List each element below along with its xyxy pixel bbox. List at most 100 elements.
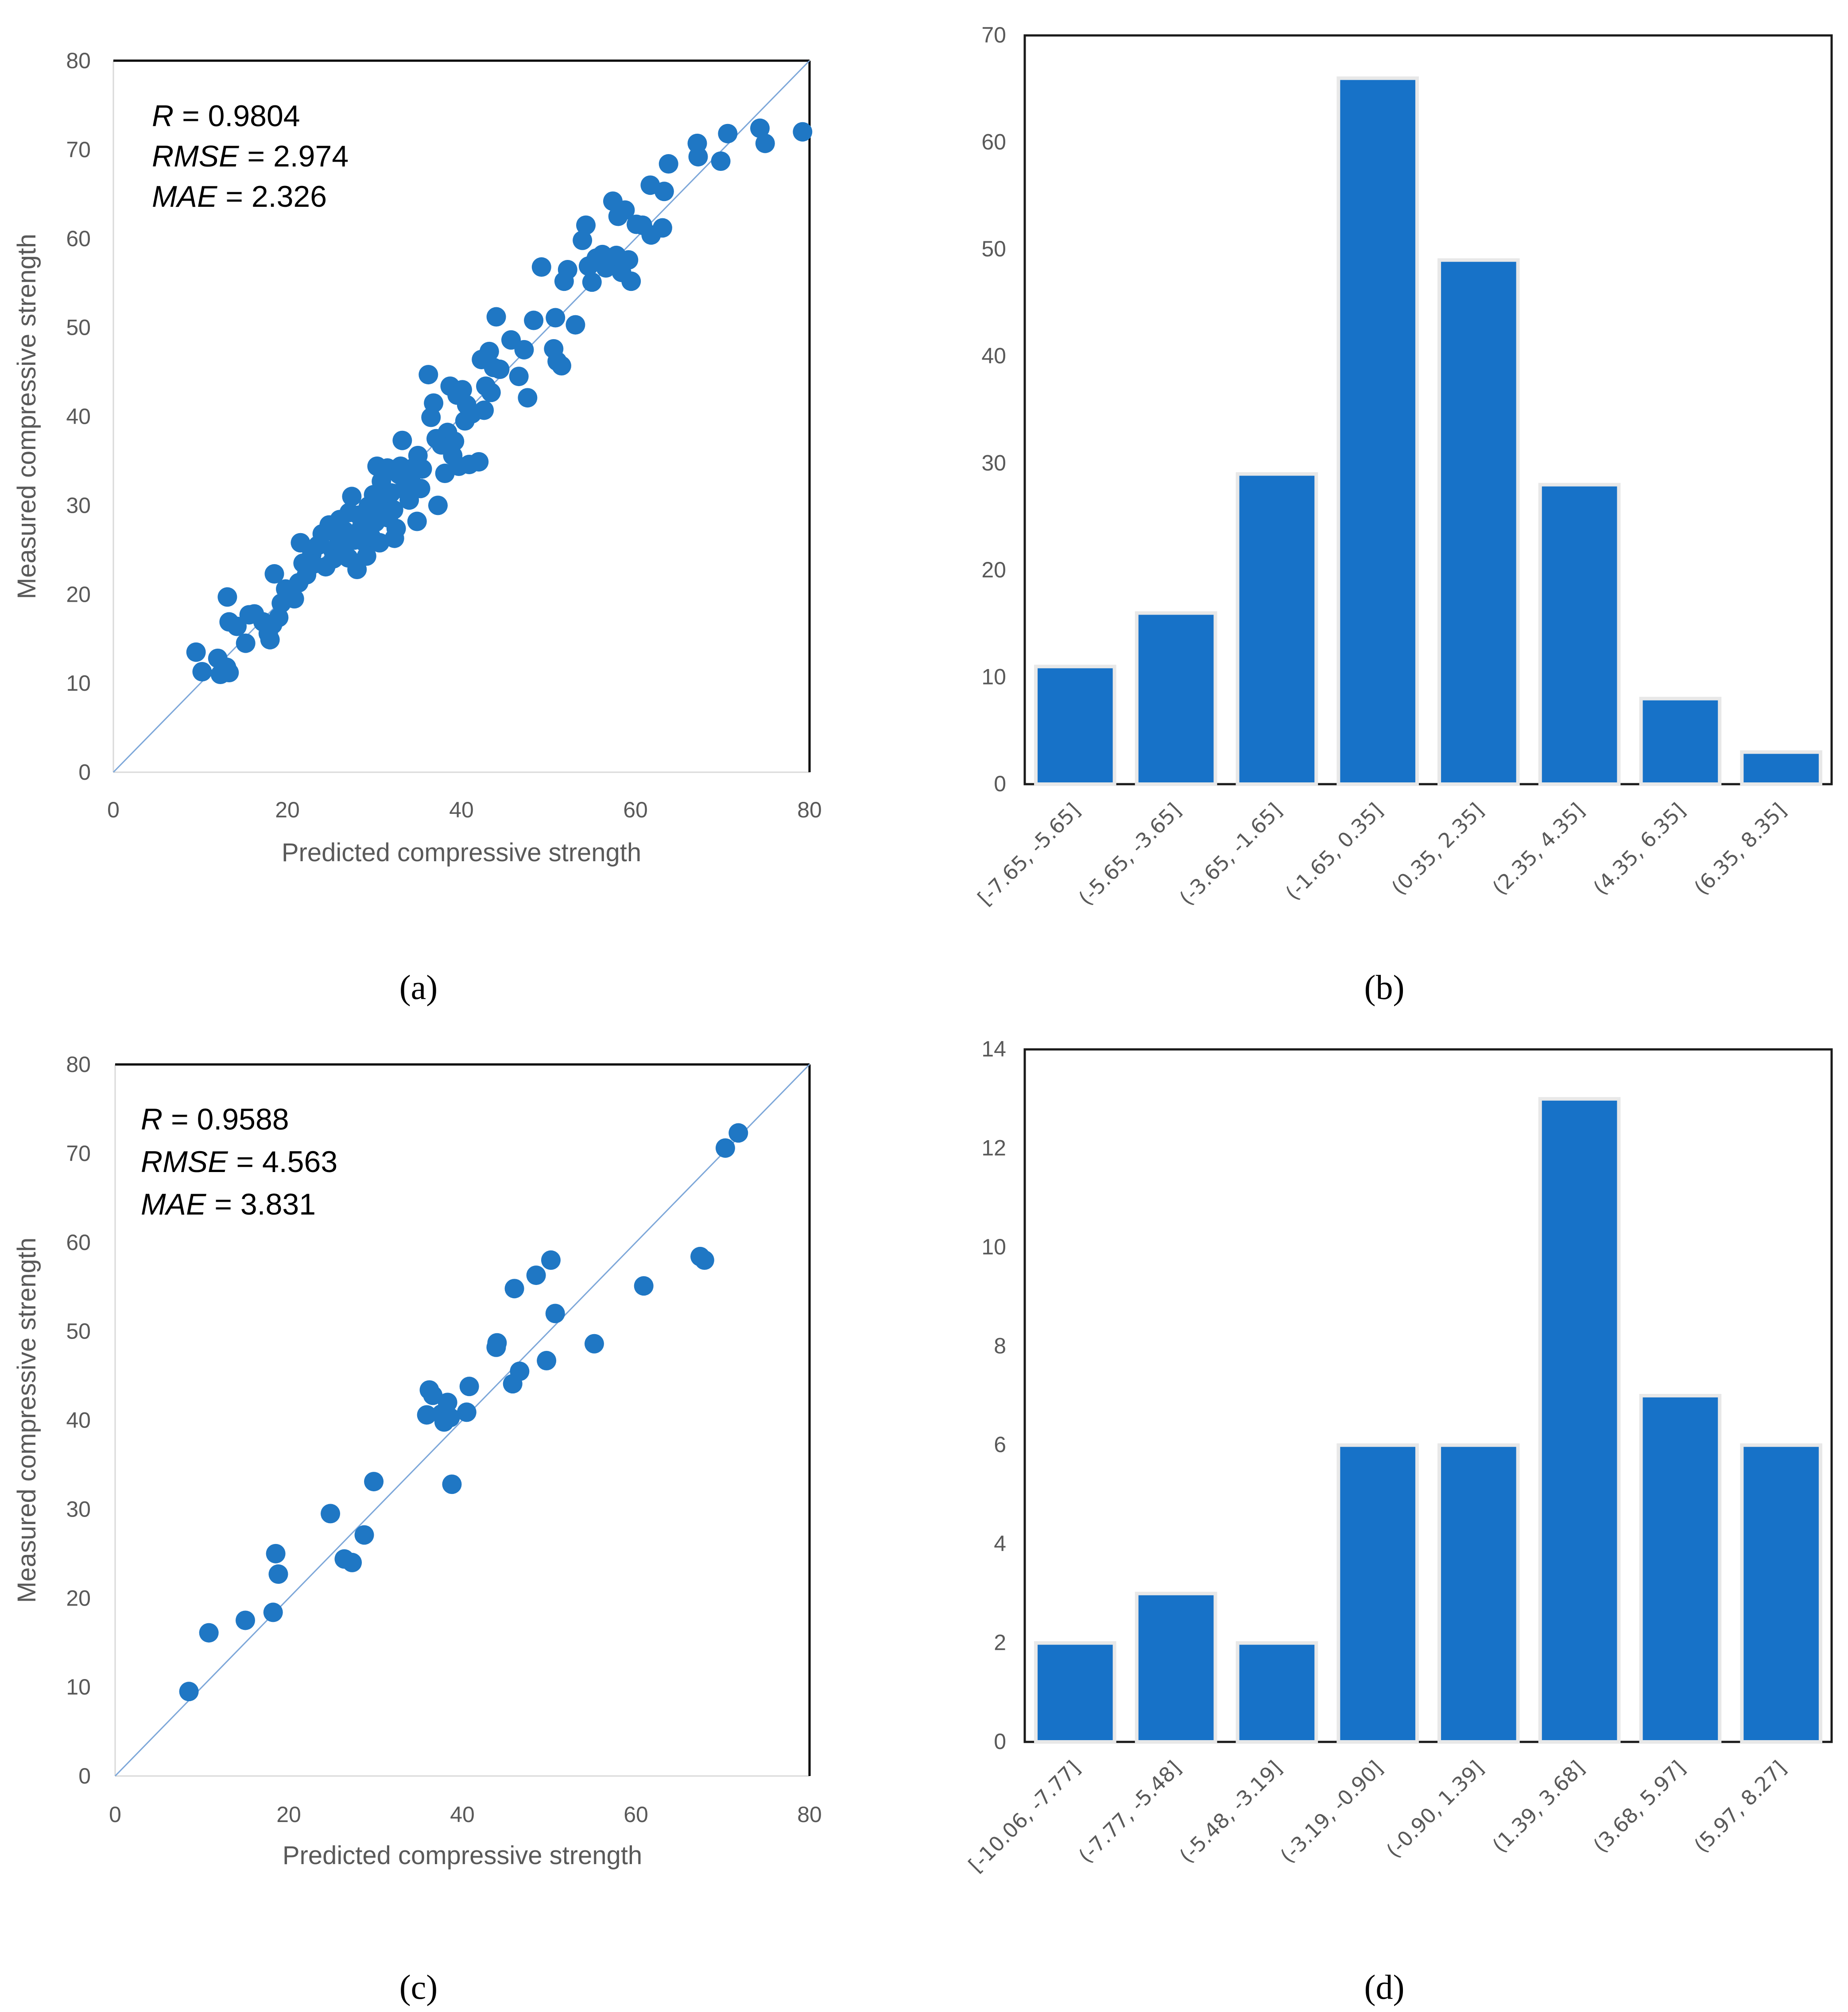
y-tick-label: 6 (994, 1432, 1006, 1457)
category-label: (-7.77, -5.48] (1074, 1756, 1186, 1868)
y-axis-label: Measured compressive strength (12, 1238, 41, 1603)
histogram-bar (1034, 665, 1116, 786)
stat-value: = 0.9588 (163, 1103, 289, 1136)
x-tick-label: 60 (624, 1802, 648, 1827)
y-tick-label: 20 (66, 582, 91, 607)
data-point (619, 250, 639, 270)
category-label: (-0.90, 1.39] (1382, 1756, 1488, 1863)
data-point (545, 1304, 565, 1323)
data-point (546, 308, 566, 328)
stat-value: = 4.563 (228, 1145, 337, 1179)
y-tick-label: 20 (66, 1586, 91, 1610)
data-point (354, 1525, 374, 1545)
data-point (514, 340, 534, 360)
stat-value: = 2.974 (239, 139, 349, 173)
data-point (186, 642, 206, 662)
category-label: [-10.06, -7.77] (964, 1756, 1085, 1877)
y-axis-label: Measured compressive strength (12, 234, 41, 599)
data-point (504, 1279, 524, 1299)
data-point (423, 1385, 443, 1405)
data-point (263, 1602, 283, 1622)
histogram-bar (1337, 76, 1419, 786)
category-label: (-5.48, -3.19] (1175, 1756, 1287, 1868)
y-tick-label: 30 (66, 1497, 91, 1521)
data-point (321, 1504, 341, 1524)
category-label: (-3.19, -0.90] (1275, 1756, 1387, 1868)
y-tick-label: 80 (66, 48, 91, 73)
data-point (621, 271, 641, 291)
y-tick-label: 80 (66, 1052, 91, 1077)
x-axis-label: Predicted compressive strength (282, 838, 641, 867)
data-point (219, 663, 239, 683)
histogram-bar (1639, 1394, 1722, 1744)
data-point (541, 1250, 561, 1270)
y-tick-label: 20 (981, 557, 1006, 582)
data-point (509, 367, 529, 387)
histogram-bar (1337, 1443, 1419, 1744)
data-point (487, 1333, 507, 1353)
x-tick-label: 20 (276, 1802, 301, 1827)
data-point (584, 1334, 604, 1354)
panel-b: 0 10 20 30 40 50 60 70 [-7.65, -5.65](-5.65, -3.… (973, 23, 1833, 910)
category-label: (0.35, 2.35] (1387, 798, 1488, 900)
histogram-bar (1740, 750, 1822, 786)
y-tick-label: 50 (981, 236, 1006, 261)
data-point (411, 479, 430, 499)
histogram-bar (1740, 1443, 1822, 1744)
y-tick-label: 50 (66, 315, 91, 340)
data-point (356, 546, 376, 566)
data-point (490, 360, 510, 379)
data-point (518, 388, 538, 408)
y-tick-label: 60 (66, 1230, 91, 1255)
data-point (486, 307, 506, 327)
panel-label-d: (d) (1364, 1968, 1405, 2006)
data-point (217, 587, 237, 607)
y-tick-label: 60 (66, 226, 91, 251)
data-point (392, 430, 412, 450)
histogram-bar (1437, 258, 1520, 786)
y-tick-label: 10 (981, 664, 1006, 689)
y-tick-label: 2 (994, 1630, 1006, 1655)
data-point (551, 356, 571, 376)
y-tick-label: 70 (66, 137, 91, 162)
stat-value: = 0.9804 (174, 99, 300, 133)
y-tick-label: 0 (78, 760, 91, 785)
stat-value: = 3.831 (206, 1188, 316, 1221)
stat-rmse: RMSE = 4.563 (141, 1145, 337, 1179)
panel-label-a: (a) (399, 968, 438, 1006)
panel-label-c: (c) (399, 1968, 438, 2006)
data-point (236, 633, 256, 653)
x-tick-label: 40 (450, 1802, 475, 1827)
stat-name: R (152, 99, 174, 133)
histogram-bar (1135, 611, 1217, 786)
data-point (452, 380, 472, 400)
category-label: (-3.65, -1.65] (1175, 798, 1287, 910)
data-point (793, 122, 813, 142)
data-point (179, 1682, 199, 1702)
data-point (428, 495, 448, 515)
stat-name: RMSE (152, 139, 239, 173)
data-point (384, 500, 403, 520)
data-point (715, 1138, 735, 1158)
category-label: (2.35, 4.35] (1488, 798, 1589, 900)
y-tick-label: 0 (78, 1764, 91, 1788)
data-point (582, 272, 602, 292)
data-point (417, 1405, 437, 1425)
x-tick-label: 80 (797, 1802, 822, 1827)
y-tick-label: 10 (981, 1234, 1006, 1259)
stat-r: R = 0.9588 (141, 1103, 289, 1136)
y-tick-label: 8 (994, 1333, 1006, 1358)
data-point (364, 1472, 384, 1492)
data-point (659, 154, 678, 174)
histogram-bar (1034, 1641, 1116, 1744)
data-point (266, 1544, 286, 1563)
x-tick-label: 20 (275, 797, 300, 822)
data-point (227, 616, 247, 636)
x-tick-label: 40 (449, 797, 474, 822)
data-point (370, 533, 390, 553)
y-tick-label: 0 (994, 1729, 1006, 1754)
histogram-bar (1538, 483, 1621, 786)
data-point (558, 260, 577, 280)
data-point (386, 518, 406, 538)
data-point (407, 511, 427, 531)
